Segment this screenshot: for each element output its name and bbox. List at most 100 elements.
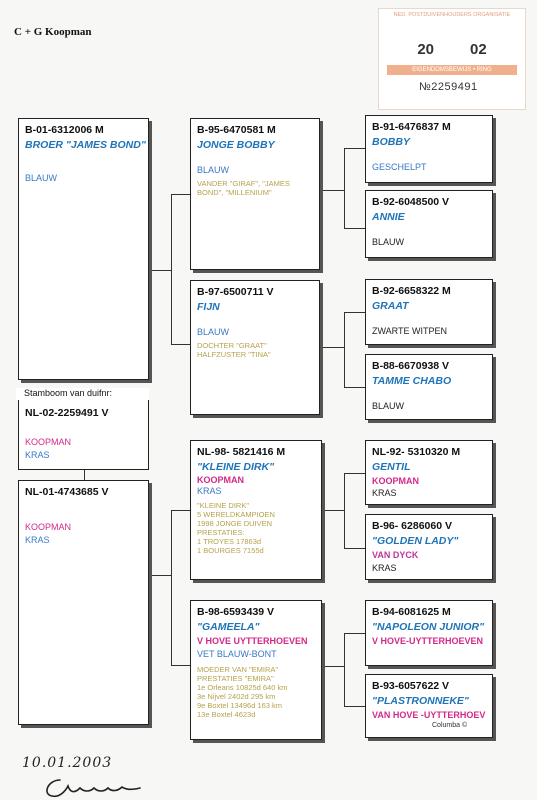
pigeon-color: VET BLAUW-BONT xyxy=(197,649,277,659)
breeder-title: C + G Koopman xyxy=(14,26,92,38)
connector xyxy=(171,344,190,345)
ring-number: B-92-6658322 M xyxy=(372,285,451,297)
pigeon-name: JONGE BOBBY xyxy=(197,139,275,151)
stamp-year-right: 02 xyxy=(470,41,487,58)
connector xyxy=(344,473,365,474)
connector xyxy=(344,148,365,149)
connector xyxy=(344,706,365,707)
stamp-number: №2259491 xyxy=(419,81,478,93)
pigeon-notes: "KLEINE DIRK" 5 WERELDKAMPIOEN 1998 JONG… xyxy=(197,501,315,555)
pigeon-color: BLAUW xyxy=(372,237,405,247)
stamp-org-text: NED. POSTDUIVENHOUDERS ORGANISATIE xyxy=(393,12,511,18)
note-line: "KLEINE DIRK" xyxy=(197,501,250,510)
connector xyxy=(149,575,171,576)
pigeon-color: KRAS xyxy=(372,488,397,498)
pigeon-card-mfm: B-96- 6286060 V "GOLDEN LADY" VAN DYCK K… xyxy=(365,514,493,580)
note-line: 3e Nijvel 2402d 295 km xyxy=(197,692,276,701)
note-line: BOND", "MILLENIUM" xyxy=(197,188,272,197)
note-line: 5 WERELDKAMPIOEN xyxy=(197,510,275,519)
ring-number: B-94-6081625 M xyxy=(372,606,451,618)
note-line: DOCHTER "GRAAT" xyxy=(197,341,267,350)
pigeon-notes: DOCHTER "GRAAT" HALFZUSTER "TINA" xyxy=(197,341,313,359)
pigeon-card-ffm: B-92-6048500 V ANNIE BLAUW xyxy=(365,190,493,258)
stamp-band: EIGENDOMSBEWIJS • RING xyxy=(387,65,517,75)
connector xyxy=(320,347,344,348)
pigeon-card-mother: NL-01-4743685 V KOOPMAN KRAS xyxy=(18,480,149,725)
note-line: HALFZUSTER "TINA" xyxy=(197,350,271,359)
pigeon-name: "NAPOLEON JUNIOR" xyxy=(372,621,485,633)
pigeon-breeder: KOOPMAN xyxy=(25,437,72,447)
note-line: PRESTATIES "EMIRA" xyxy=(197,674,274,683)
pigeon-notes: VANDER "GIRAF", "JAMES BOND", "MILLENIUM… xyxy=(197,179,313,197)
ring-number: B-96- 6286060 V xyxy=(372,520,452,532)
pigeon-breeder: KOOPMAN xyxy=(197,475,244,485)
pigeon-name: GRAAT xyxy=(372,300,409,312)
connector xyxy=(171,510,190,511)
columba-credit: Columba © xyxy=(432,722,468,729)
pigeon-name: BOBBY xyxy=(372,136,410,148)
ring-number: B-98-6593439 V xyxy=(197,606,275,618)
pigeon-name: FIJN xyxy=(197,301,220,313)
ring-number: B-97-6500711 V xyxy=(197,286,274,298)
connector xyxy=(344,312,365,313)
connector xyxy=(171,665,190,666)
ring-number: NL-01-4743685 V xyxy=(25,486,109,498)
pigeon-name: "KLEINE DIRK" xyxy=(197,461,275,473)
pigeon-card-fff: B-91-6476837 M BOBBY GESCHELPT xyxy=(365,115,493,183)
pigeon-color: KRAS xyxy=(25,535,50,545)
note-line: PRESTATIES: xyxy=(197,528,245,537)
pigeon-color: GESCHELPT xyxy=(372,162,427,172)
ring-number: B-92-6048500 V xyxy=(372,196,450,208)
pigeon-breeder: VAN HOVE -UYTTERHOEV xyxy=(372,710,486,720)
connector xyxy=(344,473,345,548)
pigeon-name: "GAMEELA" xyxy=(197,621,260,633)
pigeon-card-fm: B-97-6500711 V FIJN BLAUW DOCHTER "GRAAT… xyxy=(190,280,320,415)
handwritten-date: 10.01.2003 xyxy=(22,755,113,771)
connector xyxy=(344,633,345,706)
ring-number: NL-92- 5310320 M xyxy=(372,446,461,458)
pigeon-card-mm: B-98-6593439 V "GAMEELA" V HOVE UYTTERHO… xyxy=(190,600,322,740)
connector xyxy=(344,633,365,634)
note-line: 13e Boxtel 4623d xyxy=(197,710,256,719)
pigeon-card-mmf: B-94-6081625 M "NAPOLEON JUNIOR" V HOVE-… xyxy=(365,600,493,666)
note-line: 1998 JONGE DUIVEN xyxy=(197,519,273,528)
pigeon-name: ANNIE xyxy=(372,211,405,223)
stamp-year: 20 02 xyxy=(379,41,525,58)
pigeon-card-fmm: B-88-6670938 V TAMME CHABO BLAUW xyxy=(365,354,493,420)
pigeon-breeder: VAN DYCK xyxy=(372,550,419,560)
note-line: MOEDER VAN "EMIRA" xyxy=(197,665,279,674)
ring-number: NL-02-2259491 V xyxy=(25,407,109,419)
connector xyxy=(171,510,172,665)
signature-icon xyxy=(46,779,141,798)
note-line: VANDER "GIRAF", "JAMES xyxy=(197,179,290,188)
ring-certificate-stamp: NED. POSTDUIVENHOUDERS ORGANISATIE 20 02… xyxy=(378,8,526,110)
connector xyxy=(344,148,345,228)
ring-number: B-88-6670938 V xyxy=(372,360,450,372)
connector xyxy=(344,548,365,549)
pigeon-color: BLAUW xyxy=(25,173,58,183)
connector xyxy=(320,190,344,191)
pigeon-breeder: V HOVE-UYTTERHOEVEN xyxy=(372,636,484,646)
connector xyxy=(322,666,344,667)
pigeon-color: ZWARTE WITPEN xyxy=(372,326,447,336)
note-line: 9e Boxtel 13496d 163 km xyxy=(197,701,283,710)
pigeon-name: "PLASTRONNEKE" xyxy=(372,695,469,707)
pigeon-card-mf: NL-98- 5821416 M "KLEINE DIRK" KOOPMAN K… xyxy=(190,440,322,580)
pigeon-name: TAMME CHABO xyxy=(372,375,452,387)
connector xyxy=(322,510,344,511)
ring-number: B-95-6470581 M xyxy=(197,124,276,136)
ring-number: B-01-6312006 M xyxy=(25,124,104,136)
pigeon-color: BLAUW xyxy=(197,165,230,175)
pigeon-card-mmm: B-93-6057622 V "PLASTRONNEKE" VAN HOVE -… xyxy=(365,674,493,738)
ring-number: B-91-6476837 M xyxy=(372,121,451,133)
pigeon-breeder: KOOPMAN xyxy=(372,476,419,486)
pigeon-color: KRAS xyxy=(372,563,397,573)
note-line: 1e Orleans 10825d 640 km xyxy=(197,683,288,692)
pigeon-card-father: B-01-6312006 M BROER "JAMES BOND" BLAUW xyxy=(18,118,149,380)
pigeon-name: BROER "JAMES BOND" xyxy=(25,139,146,151)
stamp-year-left: 20 xyxy=(417,41,434,58)
pigeon-color: KRAS xyxy=(25,450,50,460)
pigeon-card-mff: NL-92- 5310320 M GENTIL KOOPMAN KRAS xyxy=(365,440,493,505)
pigeon-name: GENTIL xyxy=(372,461,411,473)
pedigree-label: Stamboom van duifnr: xyxy=(16,388,149,400)
